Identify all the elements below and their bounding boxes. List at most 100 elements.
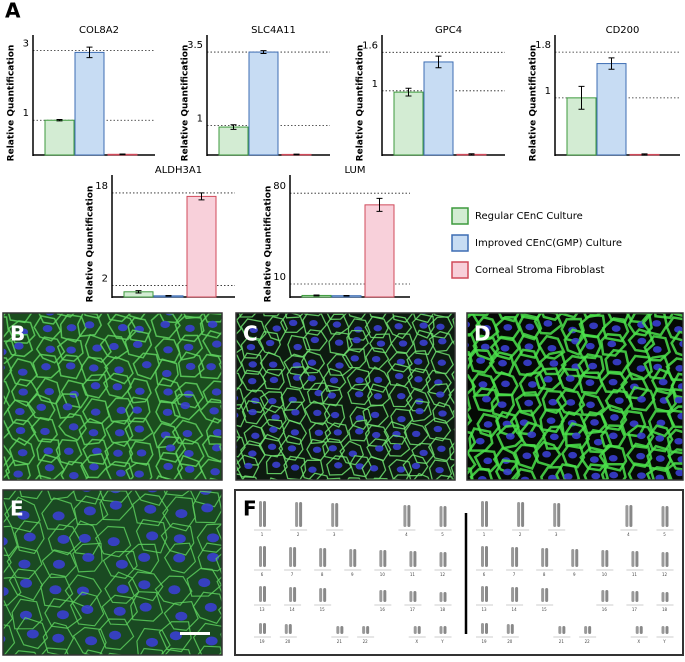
nucleus: [459, 373, 467, 379]
nucleus: [225, 462, 233, 468]
nucleus: [637, 433, 646, 440]
nucleus: [89, 463, 99, 470]
chromosome: [625, 505, 628, 527]
chromosome: [293, 547, 296, 567]
nucleus: [457, 459, 466, 466]
nucleus: [175, 509, 187, 518]
nucleus: [676, 301, 685, 308]
nucleus: [394, 323, 402, 329]
nucleus: [251, 433, 259, 439]
nucleus: [547, 304, 556, 311]
chromosome: [414, 626, 417, 634]
nucleus: [291, 429, 299, 435]
chromosome: [379, 590, 382, 602]
nucleus: [549, 360, 558, 367]
nucleus: [140, 603, 152, 612]
chromosome: [541, 588, 544, 602]
nucleus: [660, 303, 669, 310]
chromosome: [418, 626, 421, 634]
chromosome: [605, 550, 608, 567]
nucleus: [146, 483, 158, 492]
nucleus: [115, 429, 125, 436]
chromosome: [631, 551, 634, 567]
nucleus: [43, 447, 53, 454]
y-tick-label: 80: [273, 181, 286, 192]
nucleus: [315, 430, 323, 436]
nucleus: [313, 410, 321, 416]
nucleus: [414, 376, 422, 382]
nucleus: [527, 304, 536, 311]
karyotype-label: 8: [321, 572, 324, 577]
karyotype-label: 9: [351, 572, 354, 577]
nucleus: [244, 463, 252, 469]
nucleus: [24, 533, 36, 542]
cell-border: [453, 294, 476, 314]
legend-swatch: [452, 235, 468, 251]
chromosome: [440, 626, 443, 634]
chromosome: [289, 587, 292, 602]
bar: [365, 205, 394, 297]
nucleus: [547, 417, 556, 424]
bar: [187, 196, 216, 297]
nucleus: [244, 305, 252, 311]
nucleus: [270, 377, 278, 383]
nucleus: [352, 337, 360, 343]
nucleus: [498, 401, 507, 408]
nucleus: [138, 580, 150, 589]
chromosome: [362, 626, 365, 634]
nucleus: [335, 339, 343, 345]
nucleus: [543, 320, 552, 327]
chromosome: [666, 626, 669, 634]
chromosome: [481, 623, 484, 634]
karyotype-label: 13: [259, 607, 265, 612]
nucleus: [434, 426, 442, 432]
chromosome: [323, 548, 326, 567]
nucleus: [548, 345, 557, 352]
karyotype-label: 19: [259, 639, 265, 644]
nucleus: [527, 431, 536, 438]
chromosome: [319, 588, 322, 602]
nucleus: [184, 344, 194, 351]
nucleus: [213, 429, 223, 436]
nucleus: [15, 408, 25, 415]
nucleus: [36, 404, 46, 411]
chromosome: [545, 548, 548, 567]
nucleus: [27, 629, 39, 638]
nucleus: [0, 402, 2, 409]
nucleus: [438, 304, 446, 310]
nucleus: [674, 438, 683, 445]
panel-label: C: [243, 322, 258, 346]
nucleus: [225, 323, 233, 329]
nucleus: [436, 391, 444, 397]
nucleus: [163, 388, 173, 395]
nucleus: [185, 466, 195, 473]
karyotype-label: 13: [481, 607, 487, 612]
chromosome: [629, 505, 632, 527]
nucleus: [210, 468, 220, 475]
nucleus: [528, 381, 537, 388]
nucleus: [589, 302, 598, 309]
nucleus: [370, 465, 378, 471]
nucleus: [609, 455, 618, 462]
nucleus: [45, 464, 55, 471]
chromosome: [366, 626, 369, 634]
nucleus: [586, 343, 595, 350]
nucleus: [419, 322, 427, 328]
nucleus: [180, 402, 190, 409]
nucleus: [613, 359, 622, 366]
karyotype-label: 16: [380, 607, 386, 612]
nucleus: [586, 379, 595, 386]
nucleus: [91, 409, 101, 416]
nucleus: [212, 388, 222, 395]
nucleus: [185, 325, 195, 332]
nucleus: [163, 463, 173, 470]
nucleus: [588, 363, 597, 370]
chart-title: LUM: [344, 165, 365, 176]
nucleus: [615, 306, 624, 313]
nucleus: [523, 360, 532, 367]
nucleus: [117, 407, 127, 414]
y-axis-label: Relative Quantification: [181, 45, 191, 162]
chromosome: [485, 586, 488, 602]
nucleus: [146, 638, 158, 647]
karyotype-label: 19: [481, 639, 487, 644]
